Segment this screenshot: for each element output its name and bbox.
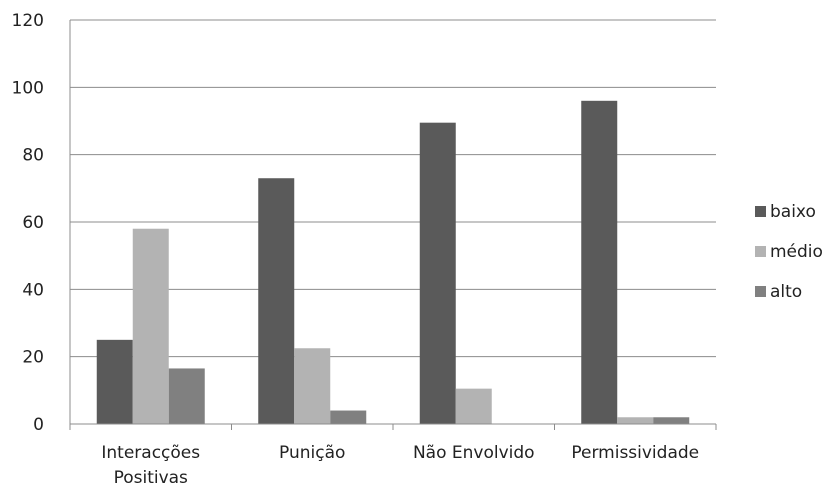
x-category-label: Punição xyxy=(279,443,345,463)
bars xyxy=(96,100,690,425)
bar-baixo xyxy=(419,122,456,424)
bar-alto xyxy=(653,417,690,424)
bar-alto xyxy=(330,410,367,424)
legend-swatch-médio xyxy=(755,246,766,257)
bar-médio xyxy=(132,228,169,424)
y-tick-label: 0 xyxy=(33,415,44,435)
bar-baixo xyxy=(96,339,133,424)
y-tick-labels: 0 20 40 60 80 100 120 xyxy=(12,11,44,435)
bar-baixo xyxy=(258,178,295,424)
bar-médio xyxy=(455,388,492,424)
legend-swatch-alto xyxy=(755,286,766,297)
x-category-label: Interacções xyxy=(101,443,200,463)
legend-swatch-baixo xyxy=(755,206,766,217)
legend: baixo médio alto xyxy=(755,202,823,302)
bar-baixo xyxy=(581,100,618,425)
legend-label-baixo: baixo xyxy=(770,202,816,222)
bar-médio xyxy=(294,348,331,424)
y-tick-label: 60 xyxy=(22,213,44,233)
bar-médio xyxy=(617,417,654,424)
legend-label-médio: médio xyxy=(770,242,823,262)
y-tick-label: 80 xyxy=(22,146,44,166)
axes xyxy=(69,20,717,430)
y-tick-label: 40 xyxy=(22,280,44,300)
x-category-labels: Interacções Positivas Punição Não Envolvido… xyxy=(101,443,699,488)
y-tick-label: 120 xyxy=(12,11,44,31)
legend-label-alto: alto xyxy=(770,282,802,302)
x-category-label: Não Envolvido xyxy=(413,443,535,463)
bar-alto xyxy=(168,368,205,424)
y-tick-label: 20 xyxy=(22,348,44,368)
x-category-label: Permissividade xyxy=(571,443,699,463)
x-category-label: Positivas xyxy=(114,468,188,488)
y-tick-label: 100 xyxy=(12,78,44,98)
